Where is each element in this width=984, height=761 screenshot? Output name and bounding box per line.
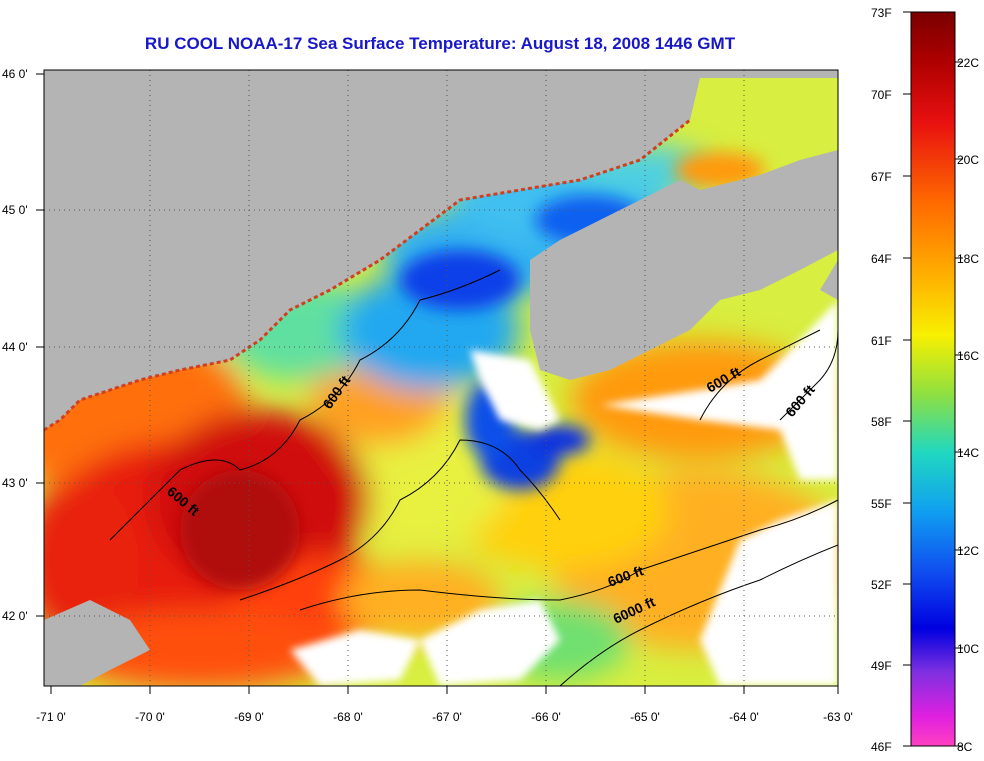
lat-tick-label: 44 0' [2,340,28,354]
latitude-labels: 46 0' 45 0' 44 0' 43 0' 42 0' [2,67,28,623]
cb-c-label: 14C [957,446,979,460]
longitude-labels: -71 0' -70 0' -69 0' -68 0' -67 0' -66 0… [36,710,853,724]
map-title: RU COOL NOAA-17 Sea Surface Temperature:… [144,34,736,53]
lon-tick-label: -70 0' [135,710,165,724]
coastline [44,118,691,432]
cb-f-label: 67F [871,170,892,184]
cb-c-label: 20C [957,153,979,167]
cb-f-label: 64F [871,252,892,266]
axis-ticks [36,73,839,694]
cb-f-label: 52F [871,578,892,592]
cb-f-label: 58F [871,415,892,429]
lon-tick-label: -69 0' [234,710,264,724]
lon-tick-label: -63 0' [823,710,853,724]
lat-tick-label: 43 0' [2,476,28,490]
map-frame [43,69,839,687]
lon-tick-label: -67 0' [432,710,462,724]
lat-tick-label: 45 0' [2,203,28,217]
lon-tick-label: -71 0' [36,710,66,724]
colorbar-celsius-labels: 22C 20C 18C 16C 14C 12C 10C 8C [957,56,979,754]
cb-c-label: 22C [957,56,979,70]
cb-f-label: 70F [871,88,892,102]
lat-tick-label: 42 0' [2,609,28,623]
colorbar-ticks [903,11,963,747]
cb-f-label: 73F [871,6,892,20]
lon-tick-label: -65 0' [630,710,660,724]
lat-tick-label: 46 0' [2,67,28,81]
bathymetry-contours [109,269,838,686]
lon-tick-label: -64 0' [729,710,759,724]
cb-f-label: 46F [871,740,892,754]
cb-c-label: 18C [957,252,979,266]
lon-tick-label: -66 0' [531,710,561,724]
map-panel: 600 ft 600 ft 600 ft 600 ft 600 ft 6000 … [44,70,838,686]
cb-c-label: 8C [957,740,973,754]
cloud-areas [290,300,838,686]
cb-c-label: 10C [957,642,979,656]
cb-c-label: 16C [957,349,979,363]
colorbar-fahrenheit-labels: 73F 70F 67F 64F 61F 58F 55F 52F 49F 46F [871,6,892,754]
cb-f-label: 49F [871,659,892,673]
lon-tick-label: -68 0' [333,710,363,724]
cb-f-label: 55F [871,497,892,511]
colorbar [910,11,956,747]
cb-f-label: 61F [871,334,892,348]
cb-c-label: 12C [957,544,979,558]
